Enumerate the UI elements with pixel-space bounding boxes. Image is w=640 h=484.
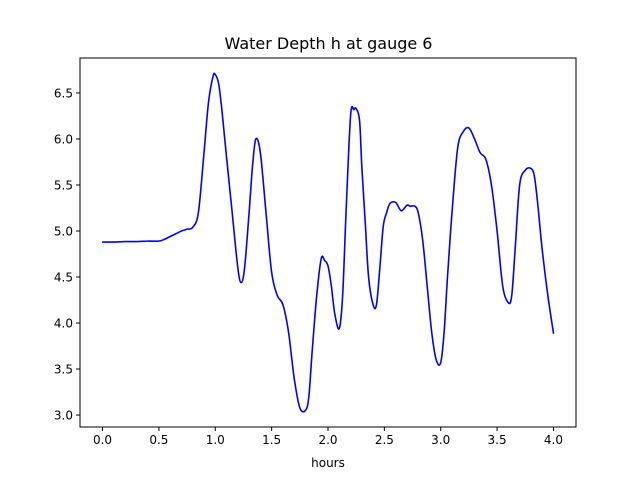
y-tick-label: 6.5 [54, 86, 73, 100]
x-tick-label: 4.0 [544, 433, 563, 447]
x-tick-label: 0.0 [93, 433, 112, 447]
y-tick-label: 3.0 [54, 409, 73, 423]
x-tick-label: 0.5 [149, 433, 168, 447]
x-tick-label: 3.0 [431, 433, 450, 447]
chart-title: Water Depth h at gauge 6 [225, 34, 433, 53]
x-axis: 0.0 0.5 1.0 1.5 2.0 2.5 3.0 3.5 4.0 [93, 427, 563, 447]
series-layer [101, 72, 555, 413]
y-tick-label: 5.5 [54, 178, 73, 192]
y-axis: 3.0 3.5 4.0 4.5 5.0 5.5 6.0 6.5 [54, 86, 80, 423]
series-line [101, 72, 555, 413]
x-tick-label: 1.0 [206, 433, 225, 447]
x-axis-label: hours [311, 456, 345, 470]
x-tick-label: 1.5 [262, 433, 281, 447]
plot-frame [79, 57, 577, 428]
y-tick-label: 5.0 [54, 224, 73, 238]
x-tick-label: 3.5 [488, 433, 507, 447]
y-tick-label: 4.5 [54, 271, 73, 285]
x-tick-label: 2.5 [375, 433, 394, 447]
y-tick-label: 4.0 [54, 317, 73, 331]
x-tick-label: 2.0 [318, 433, 337, 447]
y-tick-label: 6.0 [54, 132, 73, 146]
y-tick-label: 3.5 [54, 363, 73, 377]
